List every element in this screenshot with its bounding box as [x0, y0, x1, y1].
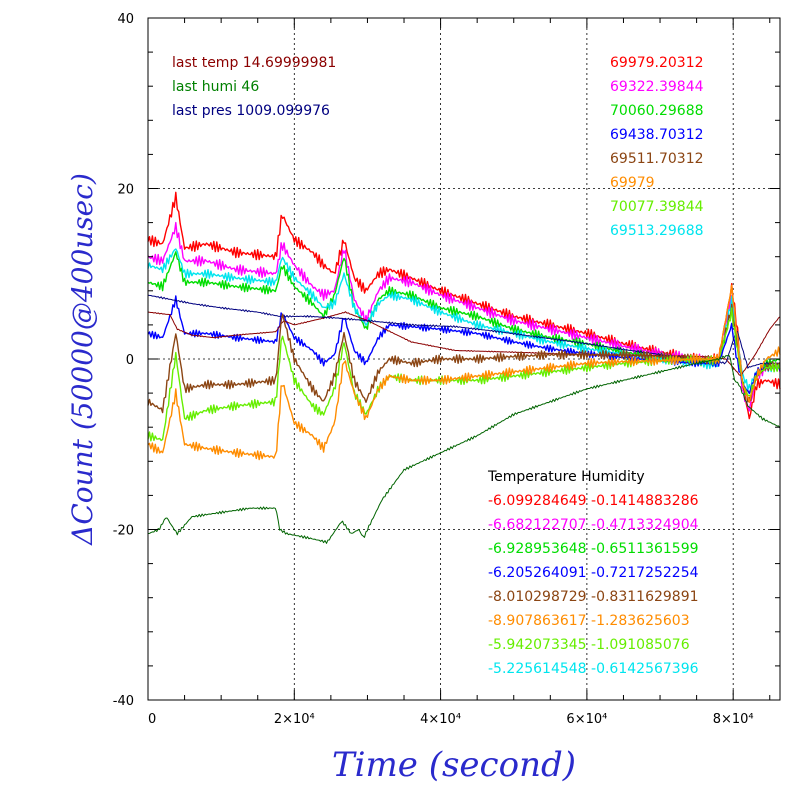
- series-line: [147, 303, 781, 414]
- x-tick-label: 6×10⁴: [566, 712, 607, 727]
- x-tick-label: 8×10⁴: [713, 712, 754, 727]
- series-offset-label: 69513.29688: [610, 223, 704, 239]
- y-tick-label: 20: [117, 183, 134, 198]
- series-line: [147, 354, 781, 544]
- y-tick-label: -40: [113, 694, 134, 709]
- series-offset-label: 69511.70312: [610, 151, 704, 167]
- y-tick-label: 0: [126, 353, 134, 368]
- coefficient-label: -6.205264091 -0.7217252254: [488, 565, 699, 581]
- coefficient-label: -5.942073345 -1.091085076: [488, 637, 690, 653]
- series-offset-label: 70060.29688: [610, 103, 704, 119]
- series-line: [147, 251, 781, 402]
- y-tick-label: 40: [117, 12, 134, 27]
- coefficient-label: -6.928953648 -0.6511361599: [488, 541, 699, 557]
- y-tick-label: -20: [113, 524, 134, 539]
- env-info-label: last temp 14.69999981: [172, 55, 336, 71]
- series-offset-label: 69979: [610, 175, 655, 191]
- y-axis-title: ΔCount (50000@400usec): [66, 173, 99, 546]
- x-tick-label: 0: [148, 712, 156, 727]
- coefficient-label: -8.907863617 -1.283625603: [488, 613, 690, 629]
- x-tick-label: 4×10⁴: [420, 712, 461, 727]
- series-offset-label: 70077.39844: [610, 199, 704, 215]
- env-info-label: last pres 1009.099976: [172, 103, 330, 119]
- coefficient-label: -6.099284649 -0.1414883286: [488, 493, 699, 509]
- series-offset-label: 69438.70312: [610, 127, 704, 143]
- series-lines: [147, 191, 781, 544]
- coefficient-label: -5.225614548 -0.6142567396: [488, 661, 699, 677]
- x-axis-title: Time (second): [332, 745, 576, 785]
- coefficient-label: -8.010298729 -0.8311629891: [488, 589, 699, 605]
- env-info-label: last humi 46: [172, 79, 259, 95]
- x-tick-label: 2×10⁴: [274, 712, 315, 727]
- series-line: [147, 284, 781, 461]
- series-offset-label: 69322.39844: [610, 79, 704, 95]
- coefficient-label: -6.682122707 -0.4713324904: [488, 517, 699, 533]
- axis-ticks: 0 2×10⁴ 4×10⁴ 6×10⁴ 8×10⁴ -40 -20 0 20 40: [113, 12, 780, 727]
- series-offset-label: 69979.20312: [610, 55, 704, 71]
- legend-text: last temp 14.69999981 last humi 46 last pr…: [172, 55, 704, 677]
- coefficient-header: Temperature Humidity: [487, 469, 645, 485]
- series-line: [147, 295, 781, 395]
